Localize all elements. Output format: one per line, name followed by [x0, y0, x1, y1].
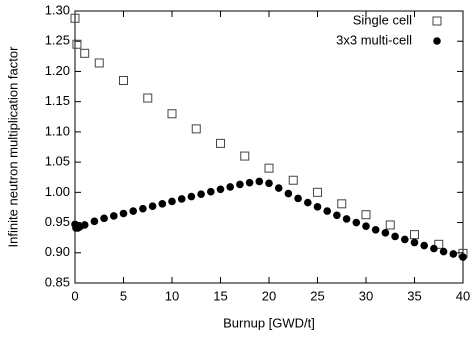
point — [70, 13, 80, 23]
x-tick-label: 20 — [262, 288, 276, 303]
point — [245, 178, 254, 187]
point — [129, 207, 137, 215]
x-tick-label: 5 — [120, 288, 127, 303]
y-tick-label: 1.15 — [45, 93, 70, 108]
y-tick-label: 0.90 — [45, 244, 70, 259]
legend-marker — [432, 16, 442, 26]
point — [410, 238, 419, 247]
legend-marker — [433, 37, 441, 45]
y-tick-label: 1.00 — [45, 184, 70, 199]
y-tick-label: 0.85 — [45, 274, 70, 289]
point — [284, 189, 293, 198]
point — [304, 198, 312, 207]
point — [207, 187, 215, 196]
point — [197, 190, 205, 198]
point — [337, 199, 347, 209]
y-tick-label: 1.25 — [45, 33, 70, 48]
point — [110, 212, 118, 220]
point — [294, 194, 302, 203]
point — [459, 253, 467, 261]
point — [410, 230, 419, 240]
legend-label: Single cell — [353, 12, 412, 27]
point — [177, 195, 186, 203]
point — [385, 220, 395, 230]
point — [381, 229, 390, 237]
point — [167, 109, 177, 119]
point — [352, 218, 361, 227]
point — [255, 177, 264, 186]
point — [342, 215, 351, 223]
x-axis-label: Burnup [GWD/t] — [223, 315, 315, 330]
y-tick-label: 1.30 — [45, 2, 70, 17]
point — [420, 241, 429, 250]
point — [323, 207, 332, 215]
point — [148, 202, 157, 211]
point — [158, 200, 167, 208]
y-axis-label: Infinite neutron multiplication factor — [5, 46, 20, 248]
point — [362, 222, 370, 230]
point — [274, 184, 283, 192]
point — [430, 244, 438, 253]
point — [119, 209, 128, 218]
point — [434, 239, 444, 249]
point — [191, 124, 201, 134]
x-tick-label: 15 — [213, 288, 227, 303]
y-tick-label: 1.10 — [45, 123, 70, 138]
x-tick-label: 25 — [310, 288, 324, 303]
x-tick-label: 30 — [359, 288, 373, 303]
point — [168, 197, 176, 206]
point — [139, 204, 147, 213]
point — [100, 214, 108, 223]
point — [94, 58, 104, 68]
point — [391, 232, 399, 241]
point — [72, 39, 82, 49]
point — [236, 180, 244, 189]
point — [143, 93, 153, 103]
point — [216, 185, 225, 194]
x-tick-label: 10 — [165, 288, 179, 303]
point — [313, 203, 322, 211]
y-tick-label: 0.95 — [45, 214, 70, 229]
point — [216, 138, 225, 148]
point — [226, 183, 234, 191]
x-tick-label: 0 — [71, 288, 78, 303]
point — [240, 151, 250, 161]
point — [439, 247, 448, 256]
x-tick-label: 35 — [407, 288, 421, 303]
point — [313, 187, 322, 197]
point — [361, 210, 371, 220]
point — [80, 48, 90, 58]
point — [119, 76, 128, 86]
x-tick-label: 40 — [456, 288, 470, 303]
y-tick-label: 1.05 — [45, 154, 70, 169]
point — [371, 226, 380, 234]
point — [333, 211, 341, 220]
point — [449, 250, 458, 258]
point — [187, 192, 196, 201]
y-tick-label: 1.20 — [45, 63, 70, 78]
point — [265, 179, 273, 188]
point — [90, 217, 99, 226]
legend-label: 3x3 multi-cell — [336, 32, 412, 47]
point — [264, 163, 274, 173]
point — [401, 235, 409, 244]
point — [80, 221, 89, 229]
point — [288, 175, 298, 185]
